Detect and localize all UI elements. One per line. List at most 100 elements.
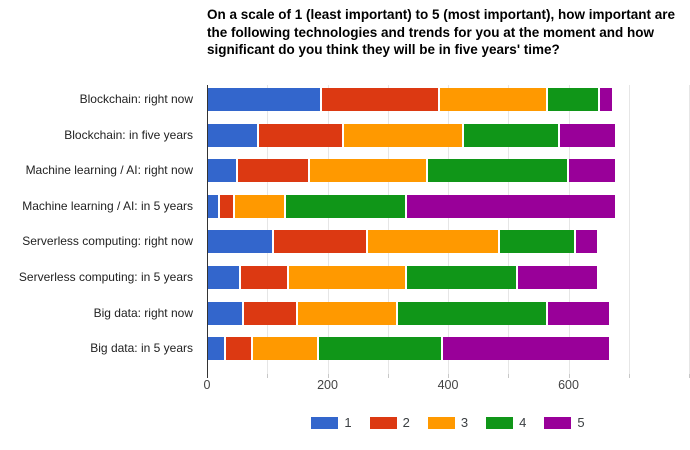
x-tick-label-0: 0 (203, 378, 211, 392)
bar-track (208, 194, 615, 218)
bar-segment-rating-1[interactable] (208, 230, 275, 254)
bar-track (208, 88, 612, 111)
axis-tick-100 (267, 374, 269, 378)
bar-segment-rating-2[interactable] (226, 337, 254, 361)
legend-item-4: 4 (486, 415, 526, 430)
bar-segment-rating-5[interactable] (599, 88, 612, 111)
axis-tick-300 (387, 374, 389, 378)
bar-segment-rating-4[interactable] (319, 337, 443, 361)
bar-segment-rating-4[interactable] (286, 194, 407, 218)
bar-segment-rating-2[interactable] (322, 88, 440, 111)
bar-row: Blockchain: in five years (0, 123, 690, 147)
bar-segment-rating-5[interactable] (560, 123, 615, 147)
bar-row: Serverless computing: in 5 years (0, 266, 690, 289)
bar-segment-rating-4[interactable] (406, 266, 519, 289)
x-tick-label-400: 400 (437, 378, 459, 392)
legend: 1 2 3 4 5 (207, 415, 689, 430)
bar-row: Machine learning / AI: right now (0, 159, 690, 183)
category-label: Blockchain: in five years (64, 127, 193, 142)
axis-tick-600 (568, 374, 570, 378)
bar-segment-rating-5[interactable] (548, 301, 609, 325)
gridline-100 (267, 85, 269, 374)
category-label: Blockchain: right now (79, 92, 193, 106)
x-tick-label-200: 200 (317, 378, 338, 392)
bar-segment-rating-5[interactable] (406, 194, 615, 218)
bar-rows-container: Blockchain: right now Blockchain: in five… (0, 85, 690, 374)
bar-segment-rating-3[interactable] (439, 88, 549, 111)
bar-row: Blockchain: right now (0, 88, 690, 111)
axis-tick-400 (448, 374, 449, 378)
gridline-200 (327, 85, 329, 374)
bar-segment-rating-3[interactable] (343, 123, 465, 147)
bar-track (208, 230, 597, 254)
bar-segment-rating-2[interactable] (220, 194, 236, 218)
bar-segment-rating-4[interactable] (548, 88, 600, 111)
axis-tick-200 (327, 374, 329, 378)
y-axis-line (207, 85, 208, 378)
category-label: Big data: in 5 years (90, 341, 193, 356)
bar-segment-rating-3[interactable] (310, 159, 428, 183)
bar-segment-rating-3[interactable] (298, 301, 398, 325)
bar-segment-rating-1[interactable] (208, 123, 260, 147)
bar-segment-rating-3[interactable] (253, 337, 320, 361)
legend-label: 2 (402, 415, 410, 430)
x-axis-tick-labels: 0 200 400 600 (0, 378, 690, 393)
bar-segment-rating-1[interactable] (208, 301, 245, 325)
category-label: Serverless computing: in 5 years (18, 270, 193, 284)
legend-swatch-icon (311, 416, 339, 429)
bar-track (208, 301, 609, 325)
gridline-600 (568, 85, 570, 374)
bar-track (208, 337, 609, 361)
gridline-700 (628, 85, 630, 374)
category-label: Serverless computing: right now (22, 234, 193, 249)
chart-title: On a scale of 1 (least important) to 5 (… (207, 7, 676, 57)
legend-label: 5 (577, 415, 585, 430)
bar-segment-rating-3[interactable] (367, 230, 501, 254)
bar-row: Big data: in 5 years (0, 337, 690, 361)
bar-segment-rating-4[interactable] (500, 230, 576, 254)
bar-segment-rating-3[interactable] (289, 266, 407, 289)
bar-row: Big data: right now (0, 301, 690, 325)
axis-tick-700 (628, 374, 630, 378)
legend-swatch-icon (544, 416, 572, 429)
bar-segment-rating-1[interactable] (208, 194, 221, 218)
bar-segment-rating-2[interactable] (274, 230, 368, 254)
bar-row: Serverless computing: right now (0, 230, 690, 254)
bar-segment-rating-3[interactable] (235, 194, 287, 218)
bar-segment-rating-5[interactable] (518, 266, 597, 289)
bar-segment-rating-2[interactable] (244, 301, 299, 325)
gridline-400 (448, 85, 449, 374)
legend-item-3: 3 (427, 415, 469, 430)
legend-item-2: 2 (369, 415, 410, 430)
bar-segment-rating-5[interactable] (442, 337, 609, 361)
category-label: Machine learning / AI: in 5 years (22, 198, 193, 213)
legend-swatch-icon (427, 416, 455, 429)
legend-item-1: 1 (311, 415, 352, 430)
bar-segment-rating-1[interactable] (208, 88, 323, 111)
bar-segment-rating-4[interactable] (427, 159, 570, 183)
bar-segment-rating-1[interactable] (208, 266, 242, 289)
legend-label: 1 (344, 415, 352, 430)
legend-label: 4 (519, 415, 527, 430)
x-tick-label-600: 600 (558, 378, 579, 392)
bar-segment-rating-2[interactable] (238, 159, 311, 183)
axis-tick-500 (508, 374, 510, 378)
category-label: Big data: right now (93, 305, 193, 320)
legend-label: 3 (460, 415, 469, 430)
gridline-300 (387, 85, 389, 374)
bar-segment-rating-5[interactable] (569, 159, 615, 183)
gridline-500 (508, 85, 510, 374)
bar-segment-rating-4[interactable] (397, 301, 549, 325)
bar-track (208, 266, 597, 289)
bar-segment-rating-4[interactable] (464, 123, 561, 147)
bar-segment-rating-5[interactable] (575, 230, 597, 254)
bar-segment-rating-2[interactable] (241, 266, 290, 289)
bar-track (208, 123, 615, 147)
bar-segment-rating-1[interactable] (208, 337, 227, 361)
legend-swatch-icon (369, 416, 397, 429)
bar-row: Machine learning / AI: in 5 years (0, 194, 690, 218)
bar-segment-rating-2[interactable] (259, 123, 344, 147)
legend-swatch-icon (486, 416, 514, 429)
bar-segment-rating-1[interactable] (208, 159, 239, 183)
